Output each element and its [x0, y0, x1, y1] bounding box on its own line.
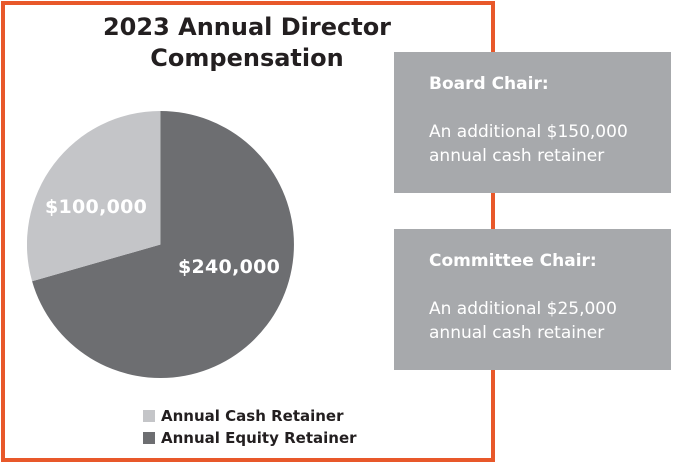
pie-label-cash: $100,000 — [45, 196, 148, 218]
chart-title-line-1: 2023 Annual Director — [102, 13, 392, 41]
pie-slice-cash — [27, 111, 161, 282]
chart-legend: Annual Cash Retainer Annual Equity Retai… — [143, 405, 357, 449]
legend-item-cash: Annual Cash Retainer — [143, 405, 357, 427]
legend-swatch-equity-icon — [143, 432, 155, 444]
info-box-line: annual cash retainer — [429, 146, 605, 166]
pie-label-equity: $240,000 — [178, 256, 281, 278]
legend-swatch-cash-icon — [143, 410, 155, 422]
info-box-board-chair: Board Chair: An additional $150,000 annu… — [394, 52, 671, 193]
info-box-title: Board Chair: — [429, 74, 549, 94]
legend-item-equity: Annual Equity Retainer — [143, 427, 357, 449]
legend-label-cash: Annual Cash Retainer — [161, 407, 344, 425]
info-box-line: An additional $25,000 — [429, 299, 617, 319]
chart-title: 2023 Annual Director Compensation — [0, 12, 494, 74]
info-box-committee-chair: Committee Chair: An additional $25,000 a… — [394, 229, 671, 370]
chart-title-line-2: Compensation — [150, 44, 344, 72]
info-box-text: An additional $25,000 annual cash retain… — [429, 297, 617, 345]
info-box-title: Committee Chair: — [429, 251, 597, 271]
pie-slice-equity — [32, 111, 294, 378]
info-box-line: An additional $150,000 — [429, 122, 628, 142]
info-box-text: An additional $150,000 annual cash retai… — [429, 120, 628, 168]
pie-chart — [27, 111, 294, 378]
legend-label-equity: Annual Equity Retainer — [161, 429, 357, 447]
info-box-line: annual cash retainer — [429, 323, 605, 343]
